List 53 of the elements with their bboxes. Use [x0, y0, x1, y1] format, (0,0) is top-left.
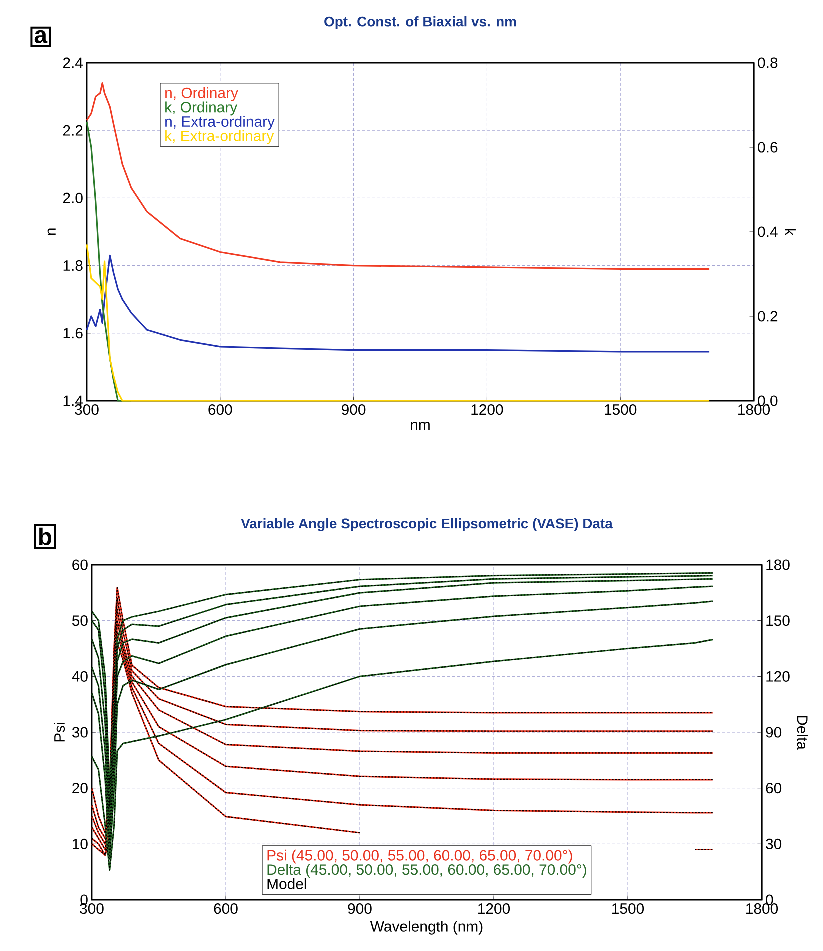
x-tick-label: 600	[208, 404, 232, 416]
y2-tick-label: 180	[766, 560, 790, 570]
y-tick-label: 40	[72, 671, 88, 682]
chart-title: Opt. Const. of Biaxial vs. nm	[324, 16, 516, 30]
text: b	[39, 528, 52, 546]
text: k, Ordinary	[166, 102, 238, 116]
x-tick-label: 900	[348, 904, 372, 914]
y-tick-label: 50	[72, 616, 88, 626]
y2-tick-label: 0.4	[758, 226, 778, 238]
y2-tick-label: 0.8	[758, 58, 778, 68]
x-axis-title: Wavelength (nm)	[370, 920, 483, 935]
y2-axis-title: k	[785, 229, 796, 236]
x-tick-label: 1200	[472, 404, 504, 416]
text: Delta (45.00, 50.00, 55.00, 60.00, 65.00, 70.00°)	[268, 864, 586, 878]
x-tick-label: 1500	[612, 904, 644, 914]
y-tick-label: 1.6	[64, 328, 83, 339]
text: n, Ordinary	[166, 87, 238, 102]
y2-tick-label: 0.2	[758, 311, 778, 322]
y-axis-title: Psi	[54, 723, 66, 742]
x-tick-label: 300	[75, 404, 99, 416]
y-axis-title: n	[48, 228, 56, 236]
x-tick-label: 1800	[746, 904, 778, 914]
y2-tick-label: 60	[766, 783, 782, 794]
text: a	[34, 30, 48, 44]
x-axis-title: nm	[411, 422, 430, 430]
y-tick-label: 60	[72, 560, 88, 570]
x-tick-label: 1500	[605, 404, 637, 416]
y2-tick-label: 0.0	[758, 396, 778, 406]
text: n, Extra-ordinary	[166, 116, 275, 130]
y-tick-label: 2.4	[63, 58, 84, 68]
y-tick-label: 20	[72, 783, 88, 794]
x-tick-label: 900	[342, 404, 366, 416]
y2-tick-label: 30	[766, 838, 782, 850]
text: Psi (45.00, 50.00, 55.00, 60.00, 65.00, 70.00°)	[268, 850, 572, 864]
y2-axis-title: Delta	[797, 716, 808, 750]
x-tick-label: 600	[214, 904, 238, 914]
text: k, Extra-ordinary	[166, 130, 274, 144]
y-tick-label: 10	[73, 838, 88, 850]
y2-tick-label: 150	[766, 616, 790, 626]
y2-tick-label: 90	[766, 727, 782, 738]
y-tick-label: 2.2	[63, 125, 83, 136]
x-tick-label: 1200	[478, 904, 510, 914]
text: Model	[268, 878, 306, 890]
chart-title: Variable Angle Spectroscopic Ellipsometric (VASE) Data	[241, 518, 613, 532]
y2-tick-label: 120	[766, 671, 790, 682]
y2-tick-label: 0	[766, 894, 774, 906]
y-tick-label: 2.0	[63, 192, 83, 204]
y-tick-label: 1.8	[64, 260, 83, 272]
x-tick-label: 300	[80, 904, 104, 914]
y2-tick-label: 0.6	[758, 142, 778, 153]
y-tick-label: 1.4	[64, 396, 84, 406]
y-tick-label: 30	[72, 727, 88, 738]
x-tick-label: 1800	[738, 404, 770, 416]
